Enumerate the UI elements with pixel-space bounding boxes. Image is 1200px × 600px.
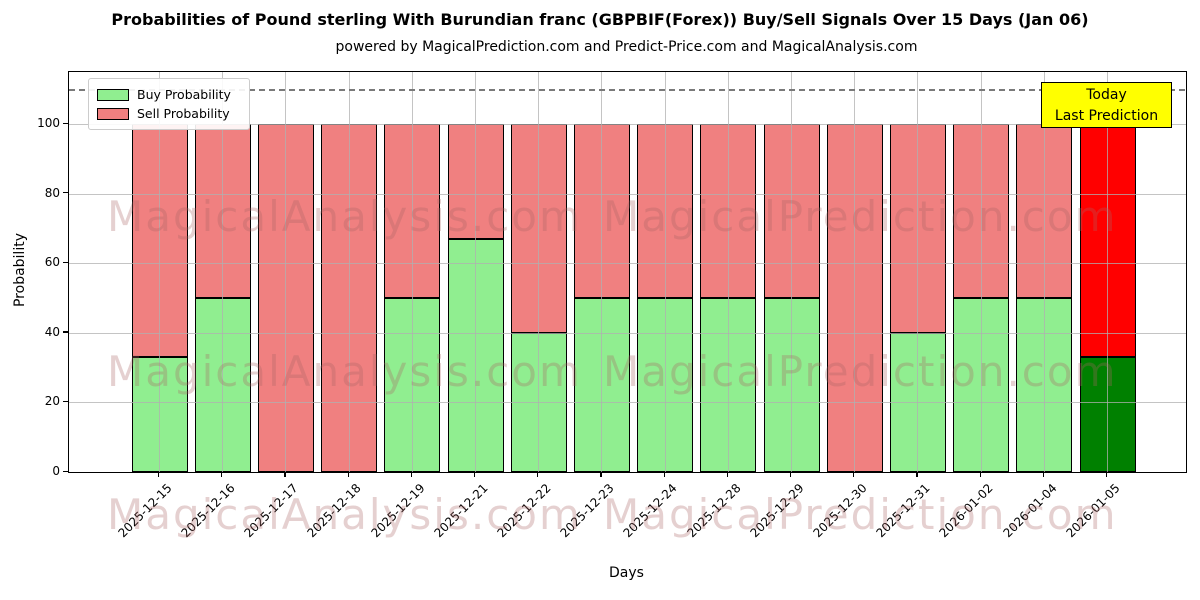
vertical-gridline — [980, 72, 982, 472]
y-tick-mark — [63, 400, 68, 403]
vertical-gridline — [538, 72, 540, 472]
vertical-gridline — [1043, 72, 1045, 472]
watermark-magicalanalysis: MagicalAnalysis.com — [107, 192, 582, 241]
buy-probability-swatch — [97, 88, 129, 101]
horizontal-gridline — [69, 124, 1186, 126]
y-tick-label: 40 — [44, 324, 60, 339]
today-annotation-line1: Today — [1086, 87, 1127, 103]
plot-area: MagicalAnalysis.com MagicalPrediction.com… — [68, 71, 1187, 539]
vertical-gridline — [475, 72, 476, 472]
watermark-magicalprediction: MagicalPrediction.com — [603, 347, 1118, 396]
x-tick-mark — [537, 472, 539, 477]
y-tick-mark — [63, 261, 68, 263]
y-tick-mark — [63, 331, 68, 333]
vertical-gridline — [159, 72, 160, 472]
x-tick-mark — [1106, 472, 1108, 477]
vertical-gridline — [601, 72, 603, 472]
x-tick-mark — [221, 472, 223, 477]
x-tick-mark — [410, 472, 412, 477]
legend: Buy Probability Sell Probability — [88, 78, 250, 130]
y-axis-label: Probability — [12, 233, 28, 308]
legend-item-buy: Buy Probability — [97, 85, 241, 104]
x-tick-mark — [158, 472, 160, 477]
x-tick-mark — [790, 472, 792, 477]
x-tick-mark — [726, 472, 728, 477]
x-tick-mark — [474, 472, 476, 477]
watermark-magicalanalysis: MagicalAnalysis.com — [107, 347, 582, 396]
vertical-gridline — [411, 72, 413, 472]
vertical-gridline — [348, 72, 350, 472]
dashed-threshold-line — [69, 89, 1186, 91]
vertical-gridline — [917, 72, 919, 472]
horizontal-gridline — [69, 263, 1186, 265]
horizontal-gridline — [69, 402, 1186, 404]
legend-label-sell: Sell Probability — [137, 106, 230, 121]
legend-label-buy: Buy Probability — [137, 87, 231, 102]
vertical-gridline — [1107, 72, 1108, 472]
watermark-magicalprediction: MagicalPrediction.com — [603, 192, 1118, 241]
y-tick-label: 20 — [44, 394, 60, 409]
vertical-gridline — [222, 72, 224, 472]
vertical-gridline — [854, 72, 856, 472]
y-tick-label: 80 — [44, 185, 60, 200]
y-tick-label: 60 — [44, 255, 60, 270]
x-tick-mark — [853, 472, 855, 477]
legend-item-sell: Sell Probability — [97, 104, 241, 123]
chart-subtitle: powered by MagicalPrediction.com and Pre… — [335, 39, 918, 55]
y-tick-mark — [63, 122, 68, 124]
vertical-gridline — [664, 72, 666, 472]
y-tick-mark — [63, 470, 68, 472]
today-annotation-line2: Last Prediction — [1054, 108, 1159, 124]
x-tick-mark — [347, 472, 349, 477]
sell-probability-swatch — [97, 107, 129, 120]
y-tick-label: 0 — [52, 464, 60, 478]
y-tick-label: 100 — [37, 116, 60, 131]
x-tick-mark — [1042, 472, 1044, 477]
today-annotation: Today Last Prediction — [1041, 82, 1172, 128]
x-tick-mark — [663, 472, 665, 477]
x-tick-mark — [916, 472, 918, 477]
watermark-magicalanalysis: MagicalAnalysis.com — [107, 490, 582, 539]
y-tick-mark — [63, 192, 68, 194]
horizontal-gridline — [69, 332, 1186, 334]
watermark-magicalprediction: MagicalPrediction.com — [603, 490, 1118, 539]
vertical-gridline — [727, 72, 729, 472]
x-tick-mark — [600, 472, 602, 477]
x-tick-mark — [979, 472, 981, 477]
vertical-gridline — [791, 72, 792, 472]
vertical-gridline — [285, 72, 287, 472]
horizontal-gridline — [69, 193, 1186, 195]
x-tick-mark — [284, 472, 286, 477]
chart-title: Probabilities of Pound sterling With Bur… — [111, 10, 1089, 29]
x-axis-label: Days — [609, 565, 644, 581]
